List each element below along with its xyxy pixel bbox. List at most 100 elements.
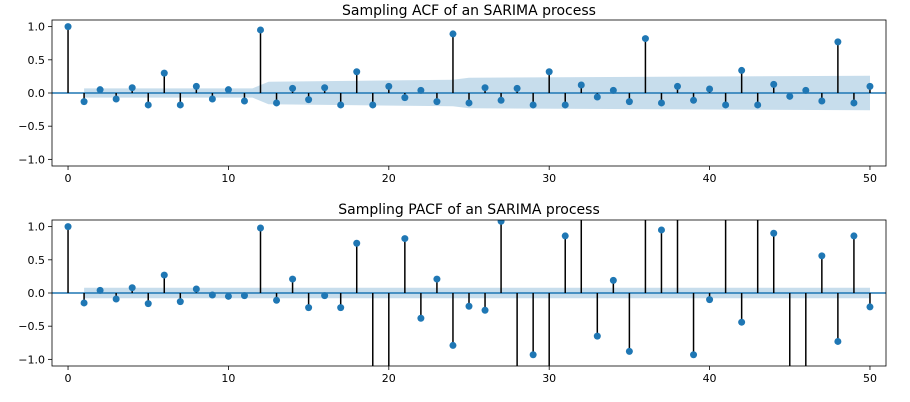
acf-point-41 bbox=[722, 101, 730, 109]
acf-point-31 bbox=[561, 101, 569, 109]
pacf-xtick-label-50: 50 bbox=[863, 372, 877, 385]
pacf-title: Sampling PACF of an SARIMA process bbox=[338, 202, 599, 218]
pacf-point-15 bbox=[305, 304, 313, 312]
pacf-ytick-label-3: −0.5 bbox=[18, 320, 45, 333]
pacf-ytick-label-4: −1.0 bbox=[18, 353, 45, 366]
pacf-xtick-label-20: 20 bbox=[382, 372, 396, 385]
acf-point-21 bbox=[401, 94, 409, 102]
acf-point-22 bbox=[417, 86, 425, 94]
pacf-point-34 bbox=[609, 276, 617, 284]
acf-point-17 bbox=[337, 101, 345, 109]
acf-point-35 bbox=[625, 98, 633, 106]
pacf-point-20 bbox=[385, 389, 392, 396]
acf-xtick-label-0: 0 bbox=[65, 172, 72, 185]
acf-point-39 bbox=[690, 96, 698, 104]
acf-point-43 bbox=[754, 101, 762, 109]
acf-point-15 bbox=[305, 96, 313, 104]
acf-point-27 bbox=[497, 96, 505, 104]
acf-point-33 bbox=[593, 93, 601, 101]
acf-point-2 bbox=[96, 86, 104, 94]
pacf-point-7 bbox=[176, 298, 184, 306]
pacf-point-11 bbox=[240, 292, 248, 300]
acf-point-48 bbox=[834, 38, 842, 46]
pacf-point-47 bbox=[818, 252, 826, 260]
pacf-point-4 bbox=[128, 284, 136, 292]
acf-point-24 bbox=[449, 30, 457, 38]
pacf-point-14 bbox=[289, 275, 297, 283]
acf-point-23 bbox=[433, 98, 441, 106]
acf-point-3 bbox=[112, 95, 120, 103]
acf-point-0 bbox=[64, 23, 72, 31]
acf-point-18 bbox=[353, 68, 361, 76]
pacf-ytick-label-2: 0.0 bbox=[28, 287, 46, 300]
pacf-xtick-label-0: 0 bbox=[65, 372, 72, 385]
acf-xtick-label-50: 50 bbox=[863, 172, 877, 185]
pacf-point-0 bbox=[64, 223, 72, 231]
acf-point-37 bbox=[657, 99, 665, 107]
pacf-ytick-label-1: 0.5 bbox=[28, 254, 46, 267]
acf-panel: Sampling ACF of an SARIMA process 0 10 20 3… bbox=[18, 3, 887, 185]
acf-ytick-label-4: −1.0 bbox=[18, 153, 45, 166]
acf-point-20 bbox=[385, 82, 393, 90]
pacf-point-21 bbox=[401, 235, 409, 243]
pacf-point-45 bbox=[786, 389, 793, 396]
pacf-point-26 bbox=[481, 306, 489, 314]
pacf-point-28 bbox=[514, 389, 521, 396]
pacf-y-axis: 1.0 0.5 0.0 −0.5 −1.0 bbox=[18, 221, 52, 366]
acf-xtick-label-30: 30 bbox=[542, 172, 556, 185]
pacf-point-8 bbox=[192, 285, 200, 293]
pacf-plot-area bbox=[52, 190, 886, 396]
acf-point-32 bbox=[577, 81, 585, 89]
pacf-ytick-label-0: 1.0 bbox=[28, 221, 46, 234]
pacf-point-43 bbox=[754, 190, 761, 197]
pacf-point-30 bbox=[546, 389, 553, 396]
pacf-point-32 bbox=[578, 190, 585, 197]
pacf-point-2 bbox=[96, 286, 104, 294]
acf-point-4 bbox=[128, 84, 136, 92]
pacf-point-41 bbox=[722, 190, 729, 197]
pacf-point-17 bbox=[337, 304, 345, 312]
acf-xtick-label-10: 10 bbox=[221, 172, 235, 185]
pacf-xtick-label-40: 40 bbox=[703, 372, 717, 385]
pacf-point-13 bbox=[273, 296, 281, 304]
acf-point-25 bbox=[465, 99, 473, 107]
pacf-x-axis: 0 10 20 30 40 50 bbox=[65, 366, 877, 385]
pacf-point-22 bbox=[417, 314, 425, 322]
pacf-point-29 bbox=[529, 351, 537, 359]
pacf-point-46 bbox=[802, 389, 809, 396]
acf-point-30 bbox=[545, 68, 553, 76]
acf-x-axis: 0 10 20 30 40 50 bbox=[65, 166, 877, 185]
acf-point-10 bbox=[224, 86, 232, 94]
acf-point-47 bbox=[818, 97, 826, 105]
pacf-point-42 bbox=[738, 318, 746, 326]
pacf-point-24 bbox=[449, 341, 457, 349]
pacf-point-1 bbox=[80, 299, 88, 307]
pacf-point-48 bbox=[834, 337, 842, 345]
acf-ytick-label-1: 0.5 bbox=[28, 54, 46, 67]
pacf-point-37 bbox=[657, 226, 665, 234]
pacf-point-44 bbox=[770, 229, 778, 237]
pacf-point-33 bbox=[593, 332, 601, 340]
acf-point-19 bbox=[369, 101, 377, 109]
acf-title: Sampling ACF of an SARIMA process bbox=[342, 3, 596, 19]
acf-point-34 bbox=[609, 86, 617, 94]
acf-point-9 bbox=[208, 95, 216, 103]
pacf-point-49 bbox=[850, 232, 858, 240]
acf-point-29 bbox=[529, 101, 537, 109]
pacf-point-3 bbox=[112, 295, 120, 303]
pacf-point-9 bbox=[208, 291, 216, 299]
acf-point-16 bbox=[321, 84, 329, 92]
acf-ytick-label-0: 1.0 bbox=[28, 21, 46, 34]
acf-point-1 bbox=[80, 98, 88, 106]
acf-xtick-label-20: 20 bbox=[382, 172, 396, 185]
pacf-xtick-label-30: 30 bbox=[542, 372, 556, 385]
acf-point-42 bbox=[738, 66, 746, 74]
pacf-point-39 bbox=[690, 351, 698, 359]
acf-point-28 bbox=[513, 84, 521, 92]
acf-point-50 bbox=[866, 82, 874, 90]
acf-point-49 bbox=[850, 99, 858, 107]
acf-plot-area bbox=[52, 23, 886, 111]
acf-point-6 bbox=[160, 69, 168, 77]
acf-point-26 bbox=[481, 84, 489, 92]
